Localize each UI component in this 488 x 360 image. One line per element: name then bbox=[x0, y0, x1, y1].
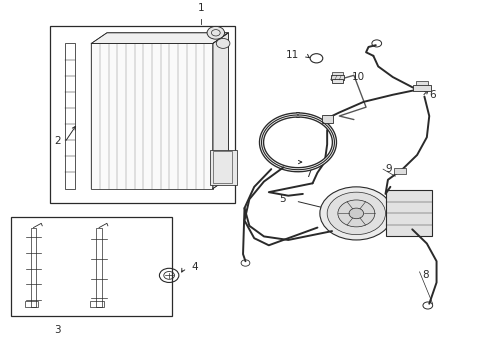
Bar bbox=[30, 228, 36, 307]
Bar bbox=[91, 44, 212, 189]
Text: 10: 10 bbox=[351, 72, 364, 82]
Bar bbox=[25, 301, 38, 307]
Bar bbox=[210, 150, 237, 185]
Text: 3: 3 bbox=[54, 325, 61, 335]
Circle shape bbox=[216, 39, 229, 48]
Circle shape bbox=[319, 187, 392, 240]
Text: 6: 6 bbox=[428, 90, 435, 100]
Circle shape bbox=[337, 200, 374, 227]
Bar bbox=[393, 168, 405, 174]
Text: 5: 5 bbox=[279, 194, 285, 204]
Polygon shape bbox=[212, 33, 228, 189]
Bar bbox=[415, 81, 427, 85]
Text: 7: 7 bbox=[305, 169, 311, 179]
Circle shape bbox=[326, 192, 385, 235]
Bar bbox=[11, 217, 171, 316]
Bar bbox=[50, 26, 234, 203]
Bar bbox=[331, 79, 342, 84]
Bar bbox=[212, 152, 232, 183]
Bar bbox=[90, 301, 104, 307]
Text: 4: 4 bbox=[191, 261, 197, 271]
Text: 9: 9 bbox=[385, 164, 391, 174]
Bar bbox=[330, 75, 344, 80]
Bar bbox=[412, 85, 430, 90]
Polygon shape bbox=[91, 33, 228, 44]
Text: 2: 2 bbox=[54, 136, 61, 146]
Bar bbox=[322, 115, 332, 123]
Text: 11: 11 bbox=[285, 50, 299, 60]
Bar bbox=[64, 44, 75, 189]
Bar bbox=[331, 72, 342, 75]
Text: 1: 1 bbox=[197, 3, 203, 13]
Bar bbox=[96, 228, 102, 307]
Bar bbox=[385, 190, 431, 237]
Circle shape bbox=[206, 26, 224, 39]
Text: 8: 8 bbox=[421, 270, 427, 280]
Circle shape bbox=[348, 208, 363, 219]
